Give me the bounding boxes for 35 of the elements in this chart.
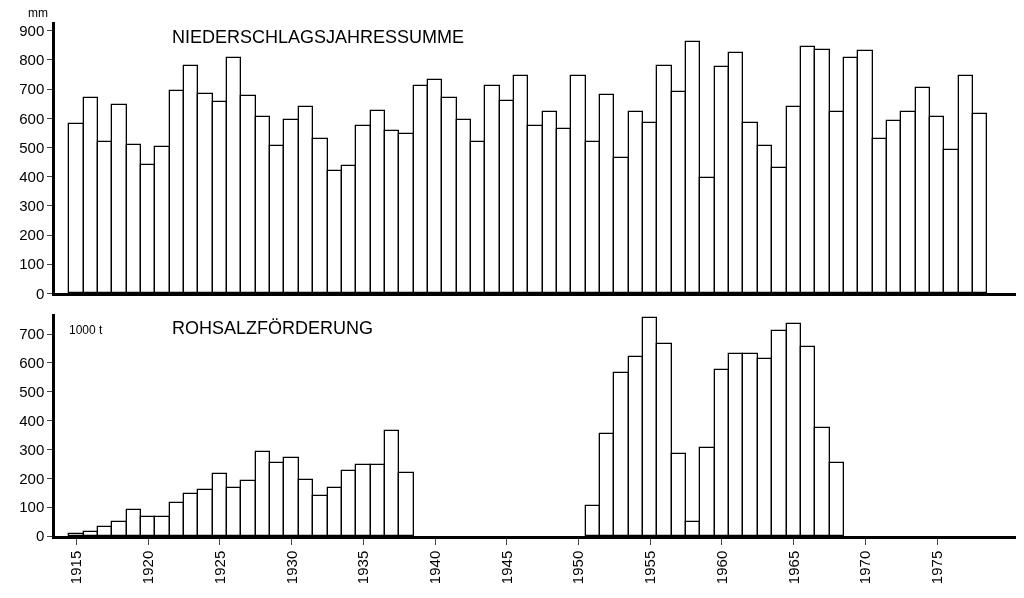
x-tick-label: 1970 [856,550,874,585]
y-axis-title: 1000 t [69,323,104,337]
y-tick-label: 400 [19,167,45,185]
x-tick-label: 1930 [282,550,300,585]
y-tick-label: 300 [19,440,45,458]
chart-title: ROHSALZFÖRDERUNG [172,318,374,338]
y-tick-label: 500 [19,383,45,401]
x-tick-label: 1975 [927,550,945,585]
y-tick-label: 0 [35,527,45,545]
x-tick-label: 1920 [139,550,157,585]
y-tick-label: 100 [19,498,45,516]
y-axis-title: mm [28,6,48,20]
x-tick-label: 1950 [569,550,587,585]
x-tick-label: 1915 [67,550,85,585]
x-tick-label: 1925 [210,550,228,585]
y-tick-label: 200 [19,469,45,487]
y-tick-label: 800 [19,51,45,69]
x-tick-label: 1945 [497,550,515,585]
y-tick-label: 900 [19,22,45,39]
x-tick-label: 1955 [641,550,659,585]
y-tick-label: 700 [19,325,45,343]
y-tick-label: 500 [19,138,45,156]
y-tick-label: 700 [19,80,45,98]
y-tick-label: 300 [19,197,45,215]
y-tick-label: 600 [19,109,45,127]
y-tick-label: 200 [19,226,45,244]
chart-title: NIEDERSCHLAGSJAHRESSUMME [172,27,465,47]
x-tick-label: 1965 [784,550,802,585]
y-tick-label: 400 [19,411,45,429]
y-tick-label: 0 [35,284,45,302]
x-tick-label: 1940 [425,550,443,585]
x-tick-label: 1960 [712,550,730,585]
x-tick-label: 1935 [354,550,372,585]
y-tick-label: 600 [19,354,45,372]
y-tick-label: 100 [19,255,45,273]
